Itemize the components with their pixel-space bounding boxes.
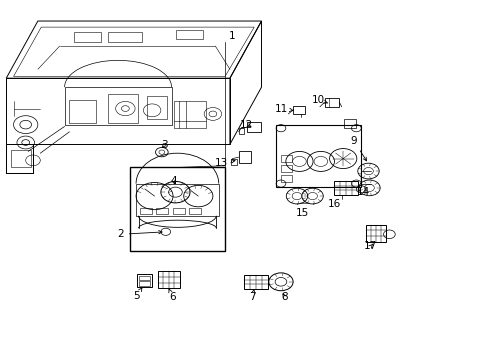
Bar [276,125,361,187]
Bar [136,274,152,287]
Text: 11: 11 [274,104,293,113]
Text: 5: 5 [133,288,142,301]
Bar [238,128,244,134]
Bar [74,32,101,42]
Bar [172,207,184,214]
Text: 15: 15 [296,208,309,218]
Text: 6: 6 [168,289,176,302]
Text: 16: 16 [327,199,341,209]
Bar [158,271,180,288]
Text: 3: 3 [161,140,167,150]
Text: 10: 10 [311,95,327,105]
Text: 2: 2 [117,229,162,239]
Text: 7: 7 [248,289,255,302]
Bar [366,225,386,242]
Bar [344,119,356,128]
Bar [64,87,171,125]
Text: 17: 17 [364,241,377,251]
Bar [324,98,339,107]
Bar [281,155,291,162]
Bar [281,165,291,172]
Bar [281,175,291,182]
Bar [140,207,152,214]
Text: 12: 12 [240,120,253,130]
Bar [230,159,236,165]
Text: 4: 4 [170,176,177,186]
Bar [244,275,267,289]
Bar [11,150,30,167]
Bar [238,152,250,163]
Text: 9: 9 [350,136,366,161]
Bar [147,96,166,119]
Text: 1: 1 [228,31,235,41]
Text: 13: 13 [214,158,235,168]
Text: 8: 8 [281,292,287,302]
Bar [156,207,168,214]
Bar [136,184,218,216]
Bar [188,207,201,214]
Text: 14: 14 [356,187,369,197]
Bar [174,102,205,128]
Bar [334,181,357,195]
Bar [138,276,150,280]
Bar [246,122,260,132]
Bar [130,167,224,251]
Bar [176,30,203,39]
Bar [108,94,137,123]
Bar [69,100,96,123]
Bar [138,282,150,286]
Bar [292,106,305,114]
Bar [108,32,142,42]
